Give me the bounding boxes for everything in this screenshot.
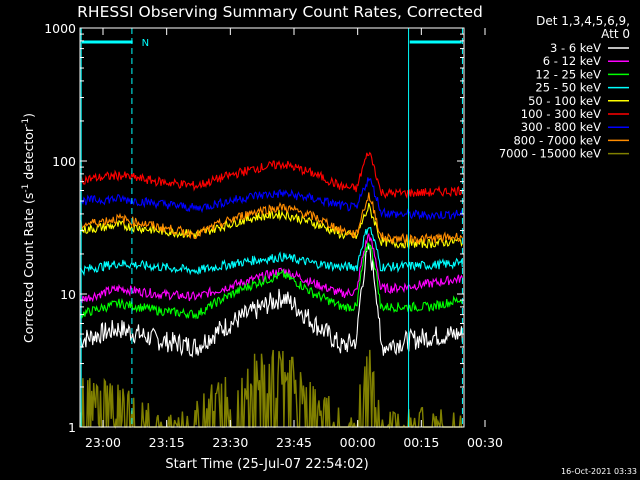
x-tick-label-1: 23:15 [149, 435, 185, 450]
series-line-5 [79, 151, 463, 200]
x-tick-label-0: 23:00 [85, 435, 121, 450]
legend-header-line-1: Det 1,3,4,5,6,9, [536, 14, 630, 28]
series-line-6 [79, 177, 463, 221]
marker-label-0: N [142, 38, 149, 49]
chart-title: RHESSI Observing Summary Count Rates, Co… [77, 3, 483, 21]
y-axis-label: Corrected Count Rate (s-1 detector-1) [21, 113, 36, 343]
legend-label-1: 6 - 12 keV [543, 54, 601, 68]
legend-label-6: 300 - 800 keV [521, 120, 601, 134]
legend-label-4: 50 - 100 keV [528, 94, 601, 108]
legend-label-7: 800 - 7000 keV [513, 133, 601, 147]
footer-date: 16-Oct-2021 03:33 [561, 467, 637, 476]
y-label-part-1: Corrected Count Rate (s [21, 193, 36, 343]
series-group [79, 151, 463, 430]
legend-label-2: 12 - 25 keV [535, 67, 601, 81]
x-tick-label-4: 00:00 [340, 435, 376, 450]
legend-label-0: 3 - 6 keV [550, 41, 601, 55]
y-tick-label-1: 10 [60, 287, 76, 302]
y-label-part-3: ) [21, 113, 36, 118]
y-label-part-2: detector [21, 126, 36, 184]
y-tick-label-3: 1000 [44, 21, 76, 36]
legend-label-3: 25 - 50 keV [535, 81, 601, 95]
series-line-8 [79, 349, 463, 430]
y-label-sup-2: -1 [21, 118, 31, 127]
marker-group: N [80, 28, 463, 427]
x-tick-label-3: 23:45 [276, 435, 312, 450]
series-line-7 [79, 192, 463, 245]
series-line-0 [79, 243, 463, 358]
legend-label-5: 100 - 300 keV [521, 107, 601, 121]
y-axis-ticks: 1 10 100 1000 [44, 21, 464, 435]
legend-header-line-2: Att 0 [601, 27, 630, 41]
y-tick-label-2: 100 [52, 154, 76, 169]
series-line-3 [79, 226, 463, 277]
x-tick-label-2: 23:30 [212, 435, 248, 450]
y-tick-label-0: 1 [68, 420, 76, 435]
series-line-1 [79, 232, 463, 304]
x-axis-label: Start Time (25-Jul-07 22:54:02) [165, 457, 368, 472]
y-label-sup-1: -1 [21, 184, 31, 193]
x-tick-label-5: 00:15 [403, 435, 439, 450]
plot-frame [79, 27, 465, 428]
legend-label-8: 7000 - 15000 keV [499, 147, 601, 161]
x-axis-ticks: 23:00 23:15 23:30 23:45 00:00 00:15 00:30 [85, 28, 503, 450]
x-tick-label-6: 00:30 [467, 435, 503, 450]
series-line-2 [79, 242, 463, 320]
